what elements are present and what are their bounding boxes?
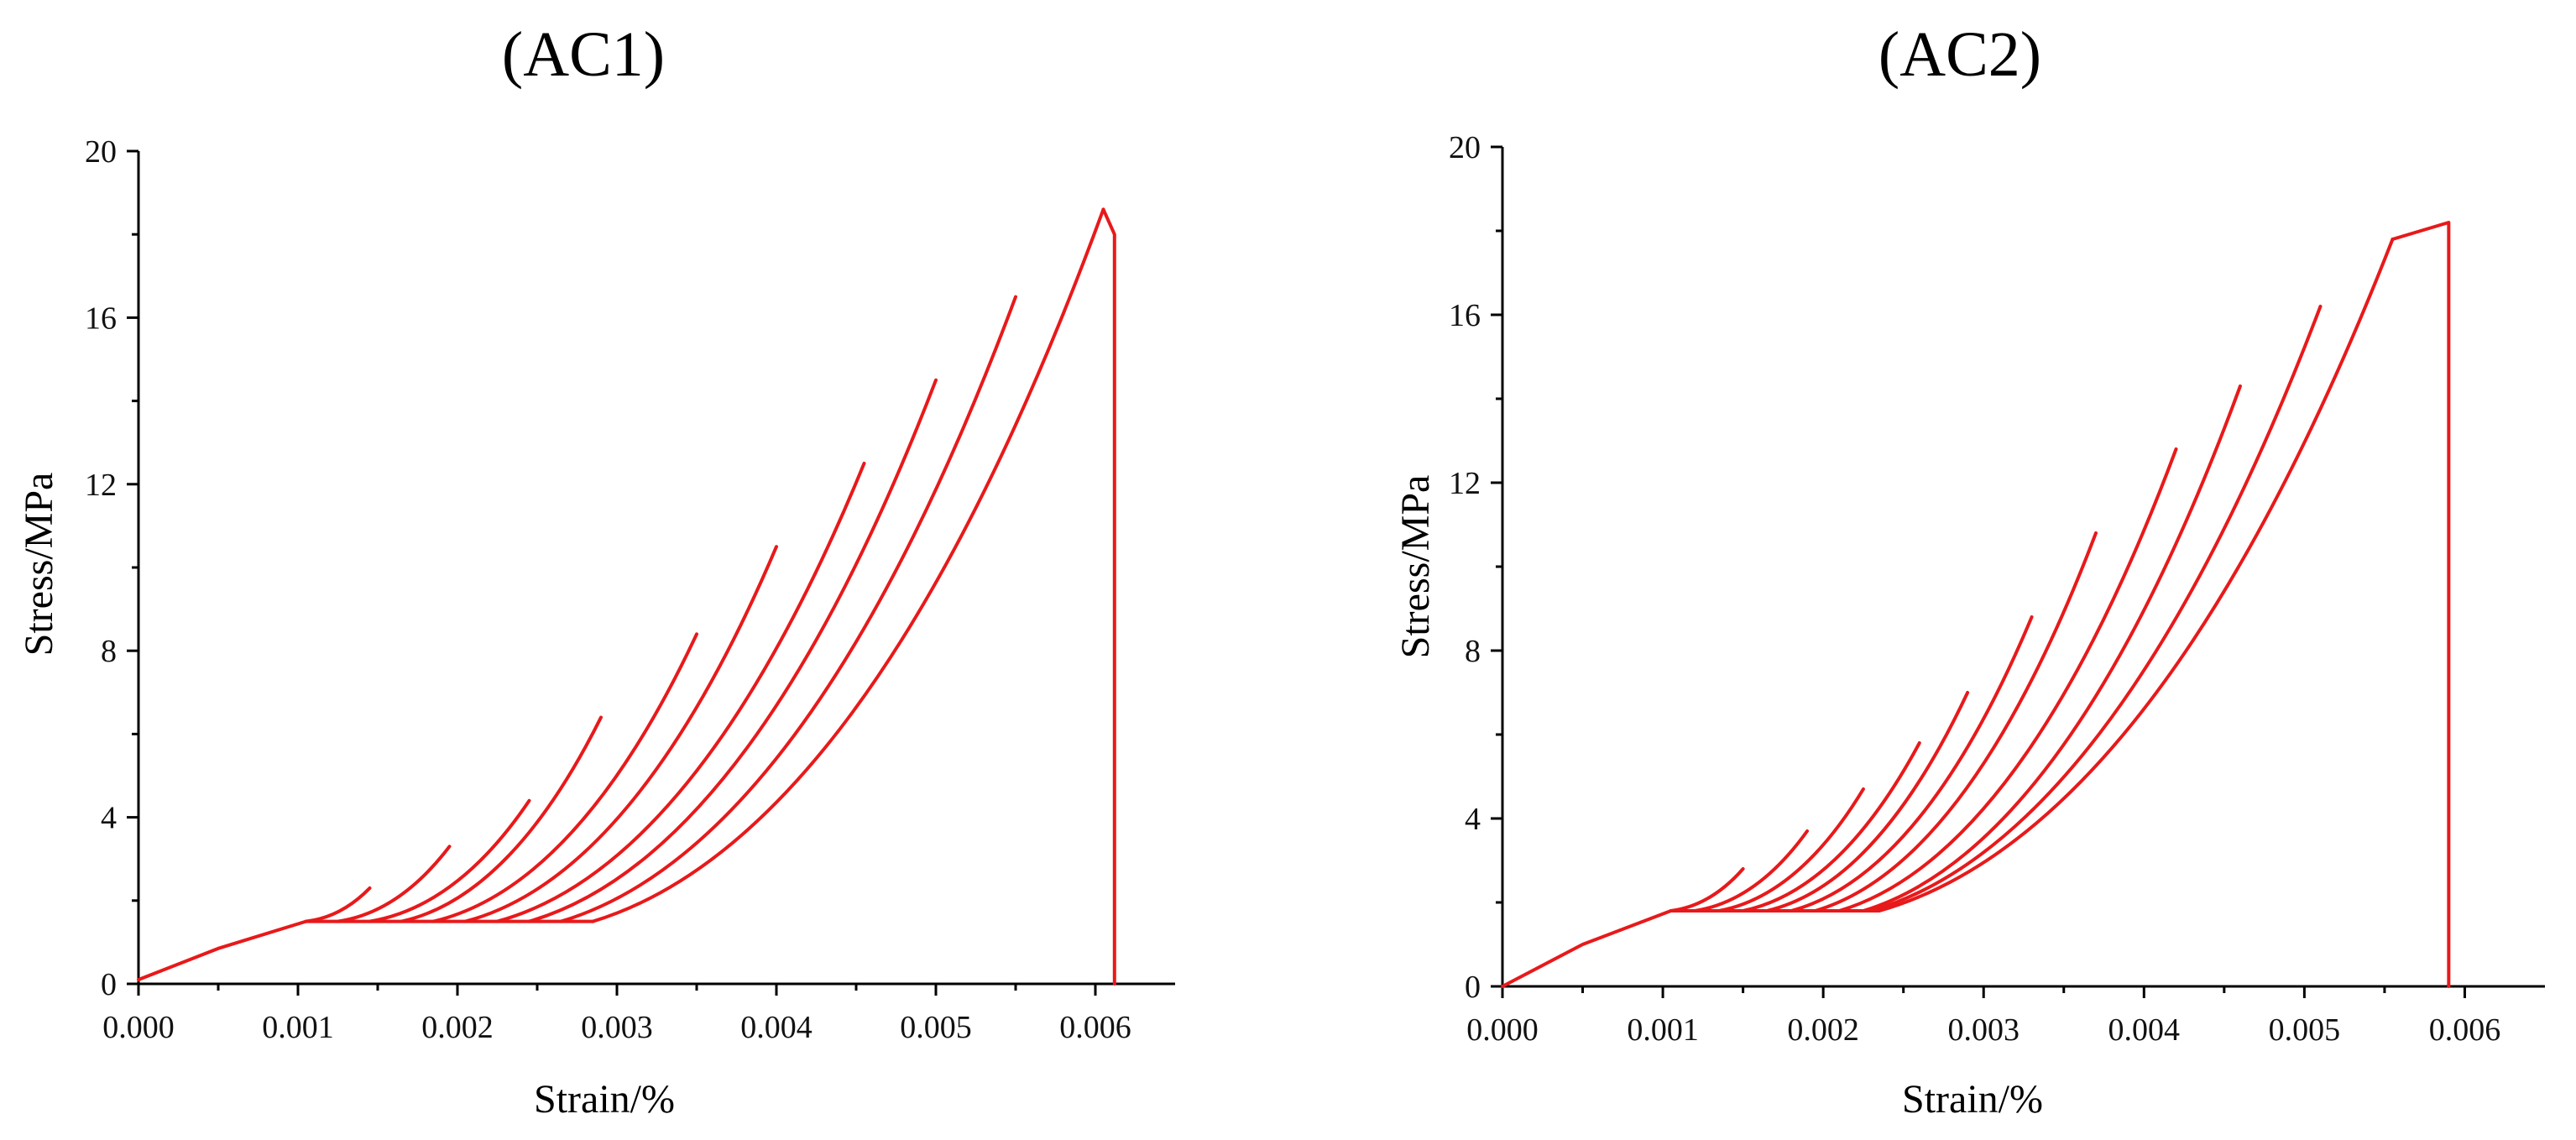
x-tick-label: 0.001 [1627,1012,1699,1048]
stress-strain-curve-segment [559,295,1017,923]
y-tick-label: 8 [101,634,117,669]
x-tick-label: 0.006 [1059,1010,1131,1045]
y-tick-label: 4 [1465,802,1481,837]
stress-strain-curve-segment [463,545,778,923]
stress-strain-curve-segment [1716,787,1865,913]
stress-strain-curve-segment [1813,531,2098,913]
y-tick-label: 12 [1449,466,1481,501]
chart-panel-ac1: (AC1) Strain/% Stress/MPa 0 4 8 12 16 20 0.000… [0,0,1225,1140]
x-axis-label: Strain/% [534,1077,675,1122]
stress-strain-curve-segment [1837,447,2178,913]
stress-strain-chart-ac2: (AC2) Strain/% Stress/MPa 0 4 8 12 16 20 0.000… [1393,19,2545,1122]
y-tick-label: 20 [1449,130,1481,165]
stress-strain-curve-segment [527,378,938,923]
x-tick-label: 0.006 [2429,1012,2501,1048]
stress-strain-curve-segment [336,845,452,923]
y-tick-label: 8 [1465,634,1481,669]
x-tick-label: 0.005 [2269,1012,2341,1048]
stress-strain-curve-segment [1101,207,1116,986]
x-tick-label: 0.004 [740,1010,813,1045]
y-tick-label: 20 [85,134,117,170]
x-tick-label: 0.002 [421,1010,494,1045]
x-tick-label: 0.002 [1787,1012,1859,1048]
stress-strain-curve-segment [400,715,603,923]
stress-strain-curve-segment [1765,691,1970,913]
x-tick-label: 0.001 [262,1010,334,1045]
stress-strain-curve-segment [137,919,308,982]
chart-title: (AC2) [1878,19,2041,90]
y-axis-label: Stress/MPa [1393,475,1438,659]
y-tick-label: 12 [85,468,117,503]
y-tick-label: 0 [1465,970,1481,1005]
y-axis-label: Stress/MPa [17,473,61,656]
y-tick-label: 4 [101,801,117,836]
stress-strain-curve-segment [1669,867,1745,913]
stress-strain-curve-segment [368,798,531,923]
chart-title: (AC1) [502,19,665,90]
stress-strain-curve-segment [1878,238,2395,913]
stress-strain-curve-segment [1693,829,1810,913]
x-tick-label: 0.004 [2108,1012,2181,1048]
y-tick-label: 16 [85,301,117,336]
stress-strain-curve-segment [1869,305,2323,913]
chart-panel-ac2: (AC2) Strain/% Stress/MPa 0 4 8 12 16 20 0.000… [1377,0,2576,1140]
stress-strain-curve-segment [591,207,1105,923]
x-tick-label: 0.000 [102,1010,175,1045]
y-tick-label: 0 [101,967,117,1002]
x-tick-label: 0.000 [1466,1012,1539,1048]
stress-strain-curve-segment [2391,221,2451,988]
stress-strain-curve-segment [495,462,866,923]
stress-strain-curve-segment [1501,909,1673,988]
stress-strain-curve-segment [1789,615,2034,913]
stress-strain-curve-segment [431,632,698,923]
x-tick-label: 0.005 [900,1010,972,1045]
stress-strain-curve-segment [1741,741,1921,913]
stress-strain-curve-segment [1861,384,2242,913]
y-tick-label: 16 [1449,298,1481,333]
stress-strain-chart-ac1: (AC1) Strain/% Stress/MPa 0 4 8 12 16 20 0.000… [17,19,1175,1122]
x-tick-label: 0.003 [1947,1012,2020,1048]
x-tick-label: 0.003 [581,1010,653,1045]
x-axis-label: Strain/% [1902,1077,2043,1122]
